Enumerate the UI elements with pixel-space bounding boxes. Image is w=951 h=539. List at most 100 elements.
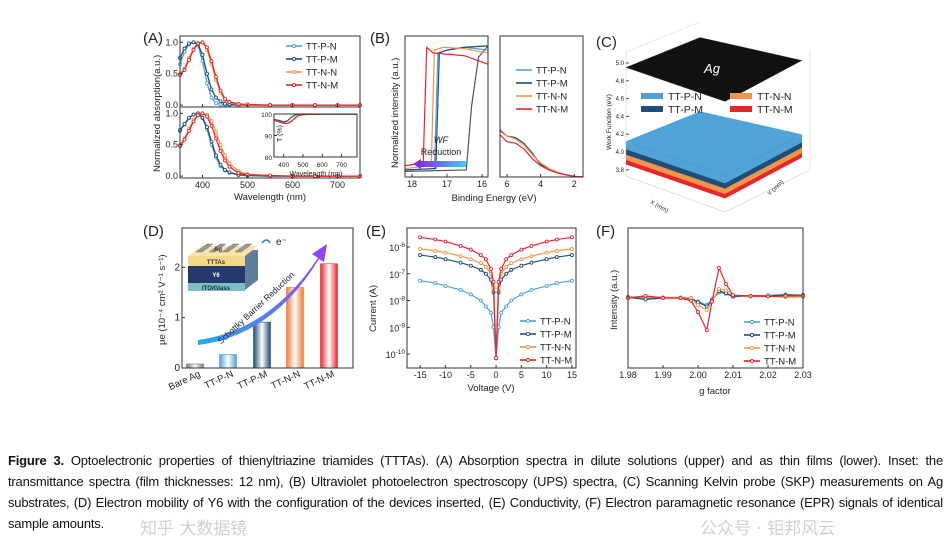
absorption-TT-N-M-point [223, 96, 227, 101]
absorption-TT-N-M-point [223, 158, 227, 163]
panel-b-right-frame [499, 35, 584, 178]
iv-TT-N-M-point [519, 247, 524, 252]
ups-valence-TT-N-N-line [499, 128, 583, 178]
absorption-TT-P-M-point [214, 95, 218, 100]
x-tick-label: 5 [519, 370, 524, 380]
iv-TT-P-N-point [519, 292, 524, 297]
x-tick-label: 400 [195, 180, 210, 190]
iv-TT-N-M-point [458, 243, 463, 248]
iv-TT-N-M-point [433, 237, 438, 242]
iv-TT-N-N-point [433, 248, 438, 253]
y-tick-label: 10-7 [389, 269, 405, 280]
y-tick-label: 10-6 [389, 242, 405, 253]
iv-TT-P-M-point [418, 253, 423, 258]
z-tick-label: 4.2 [616, 132, 625, 138]
panel-f-xlabel: g factor [699, 386, 731, 397]
legend-swatch [641, 93, 663, 99]
x-tick-label: 500 [240, 180, 255, 190]
absorption-TT-P-M-point [187, 115, 191, 120]
absorption-TT-N-M-point [209, 59, 214, 64]
inset-bg [274, 114, 357, 157]
layer-tttas [188, 256, 245, 266]
legend-label: TT-P-N [306, 42, 337, 53]
legend-label: TT-P-N [540, 317, 571, 328]
legend-marker [525, 331, 531, 337]
y-tick-label: 10-10 [386, 349, 406, 360]
y-tick-label: 1.0 [165, 37, 178, 47]
device-layer-label: Y6 [212, 273, 220, 279]
iv-TT-P-N-point [554, 281, 559, 286]
z-tick-label: 4.6 [616, 97, 625, 103]
iv-TT-P-N-point [433, 281, 438, 286]
x-tick-label: -15 [414, 370, 427, 380]
absorption-TT-N-M-point [205, 114, 209, 119]
panel-a-frame [179, 106, 361, 179]
iv-TT-P-M-point [443, 257, 448, 262]
iv-TT-P-M-point [570, 253, 574, 258]
surface-TT-P-N [626, 111, 802, 176]
surface-edge-TT-P-N [626, 134, 802, 184]
epr-TT-N-M-point [704, 328, 709, 333]
absorption-TT-N-M-point [200, 111, 205, 116]
electron-arrow-icon [261, 239, 271, 244]
iv-TT-N-M-point [443, 239, 448, 244]
legend-label: TT-N-N [540, 343, 571, 354]
epr-TT-N-M-point [748, 293, 753, 298]
y-tick-label: 0.0 [165, 100, 178, 110]
iv-TT-N-M-point [489, 267, 493, 272]
iv-TT-N-M-point [570, 235, 574, 240]
x-tick-label: 400 [278, 162, 289, 169]
device-layer-label: Ag [214, 247, 222, 253]
layer-y6 [188, 266, 245, 283]
x-tick-label: 1.99 [654, 370, 672, 380]
wf-annotation: WF [434, 135, 448, 145]
ups-cutoff-TT-P-M-line [404, 45, 489, 171]
legend-label: TT-N-M [536, 105, 568, 116]
inset-ylabel: T (%) [277, 125, 284, 142]
epr-TT-P-M-line [627, 290, 803, 308]
epr-TT-N-N-point [696, 303, 700, 307]
iv-TT-N-N-point [529, 254, 534, 258]
absorption-TT-P-M-point [205, 125, 209, 130]
ag-strip [208, 243, 227, 253]
x-tick-label: 600 [285, 180, 300, 190]
iv-TT-N-N-point [544, 250, 549, 255]
legend-label: TT-P-M [540, 330, 572, 341]
x-tick-label: 10 [542, 370, 552, 380]
panel-b-xlabel: Binding Energy (eV) [451, 193, 536, 204]
panel-e-ylabel: Current (A) [368, 285, 379, 332]
z-tick-label: 5.0 [616, 61, 625, 67]
epr-TT-N-N-point [704, 307, 709, 312]
absorption-TT-N-M-point [227, 100, 232, 104]
legend-label: TT-P-M [306, 55, 338, 66]
legend-label: TT-N-M [757, 104, 793, 116]
legend-marker [525, 318, 531, 324]
panel-label-a: (A) [143, 30, 163, 47]
absorption-TT-N-M-point [182, 137, 187, 142]
iv-TT-P-N-point [418, 278, 423, 283]
absorption-TT-N-M-point [196, 113, 200, 118]
x-tick-label: 1.98 [619, 370, 637, 380]
x-tick-label: TT-P-M [236, 369, 269, 392]
surface-label-ag: Ag [703, 61, 721, 76]
absorption-TT-N-M-point [268, 173, 272, 178]
z-tick-label: 4.8 [616, 79, 625, 85]
legend-label: TT-N-N [764, 344, 795, 355]
epr-TT-N-M-point [661, 296, 665, 300]
iv-TT-P-M-point [458, 260, 463, 265]
iv-TT-N-M-point [418, 235, 423, 240]
absorption-TT-N-M-point [196, 41, 200, 46]
iv-TT-N-M-point [509, 253, 514, 258]
iv-TT-N-M-point [468, 247, 473, 252]
iv-TT-P-M-point [554, 255, 559, 260]
x-tick-label: 700 [336, 162, 347, 169]
iv-TT-P-N-point [483, 304, 488, 309]
y-tick-label: 1.0 [165, 108, 178, 118]
epr-TT-N-M-point [689, 298, 693, 303]
reduction-annotation: Reduction [421, 147, 462, 157]
x-tick-label: 2.02 [759, 370, 777, 380]
x-tick-label: 2.03 [794, 370, 812, 380]
legend-marker [525, 344, 531, 350]
panel-b-left-frame [404, 35, 489, 178]
